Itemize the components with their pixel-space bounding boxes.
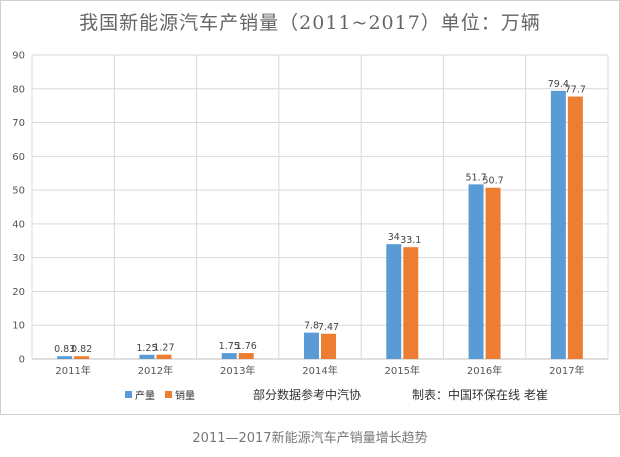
y-tick-label: 70 <box>12 118 25 129</box>
maker-note: 制表：中国环保在线 老崔 <box>412 388 548 402</box>
data-label-production: 0.83 <box>54 344 75 355</box>
data-label-production: 34 <box>388 232 400 243</box>
bar-sales <box>403 247 419 359</box>
data-label-sales: 0.82 <box>71 344 92 355</box>
x-tick-label: 2017年 <box>549 364 584 377</box>
data-label-sales: 77.7 <box>565 85 586 96</box>
legend-label-production: 产量 <box>135 391 155 402</box>
data-label-production: 51.7 <box>465 172 486 183</box>
x-tick-label: 2014年 <box>302 364 337 377</box>
y-tick-label: 80 <box>12 84 25 95</box>
legend-swatch-production <box>125 391 132 398</box>
x-tick-label: 2011年 <box>55 364 90 377</box>
bar-production <box>304 332 319 359</box>
bar-production <box>468 184 484 359</box>
x-tick-label: 2016年 <box>467 364 502 377</box>
data-label-production: 1.25 <box>136 343 157 354</box>
bar-production <box>57 356 73 359</box>
bar-sales <box>321 333 336 359</box>
y-tick-label: 60 <box>12 152 25 163</box>
data-label-production: 79.4 <box>548 79 569 90</box>
y-tick-label: 40 <box>12 219 25 230</box>
x-tick-label: 2013年 <box>220 364 255 377</box>
data-label-sales: 1.27 <box>153 343 174 354</box>
data-label-production: 1.75 <box>219 341 240 352</box>
bar-production <box>386 244 402 359</box>
bar-production <box>221 353 237 359</box>
bar-chart: 0 10 20 30 40 50 60 70 80 90 0.830.82 2011年 1.251.27… <box>12 51 609 377</box>
y-tick-label: 20 <box>12 287 25 298</box>
y-tick-label: 10 <box>12 321 25 332</box>
y-tick-label: 0 <box>19 355 25 366</box>
data-label-sales: 50.7 <box>482 176 503 187</box>
bar-sales <box>156 354 172 359</box>
bar-production <box>550 90 566 359</box>
y-tick-label: 50 <box>12 186 25 197</box>
data-label-sales: 33.1 <box>400 235 421 246</box>
data-label-sales: 7.47 <box>318 322 339 333</box>
x-tick-label: 2015年 <box>385 364 420 377</box>
chart-title: 我国新能源汽车产销量（2011~2017）单位：万辆 <box>79 12 541 34</box>
image-caption: 2011—2017新能源汽车产销量增长趋势 <box>192 431 428 446</box>
data-label-sales: 1.76 <box>236 341 257 352</box>
legend-label-sales: 销量 <box>175 391 195 402</box>
bar-production <box>139 354 155 359</box>
data-label-production: 7.8 <box>304 321 319 332</box>
bar-sales <box>567 96 583 360</box>
bar-sales <box>238 353 254 359</box>
legend-swatch-sales <box>165 391 172 398</box>
y-tick-label: 30 <box>12 253 25 264</box>
x-tick-label: 2012年 <box>138 364 173 377</box>
bar-sales <box>74 356 90 359</box>
source-note: 部分数据参考中汽协 <box>253 388 362 402</box>
y-tick-label: 90 <box>12 51 25 62</box>
chart-legend: 产量 销量 <box>125 387 205 402</box>
bar-sales <box>485 187 501 359</box>
